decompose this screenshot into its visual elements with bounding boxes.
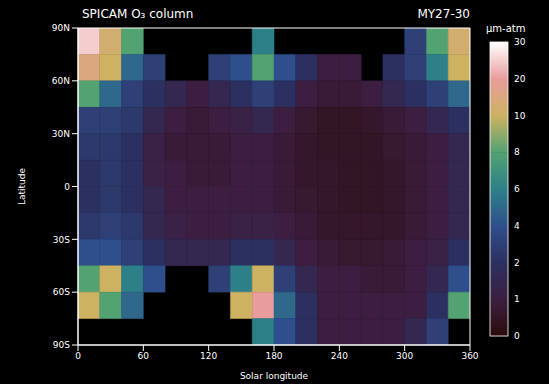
svg-text:Solar longitude: Solar longitude: [240, 371, 309, 381]
svg-text:120: 120: [200, 351, 217, 361]
svg-text:20: 20: [514, 74, 526, 84]
svg-text:60: 60: [138, 351, 150, 361]
svg-text:360: 360: [461, 351, 478, 361]
svg-text:60N: 60N: [52, 76, 70, 86]
svg-text:0: 0: [514, 331, 520, 341]
svg-text:300: 300: [396, 351, 413, 361]
svg-text:180: 180: [265, 351, 282, 361]
svg-text:90N: 90N: [52, 23, 70, 33]
svg-text:μm-atm: μm-atm: [486, 23, 526, 34]
svg-text:8: 8: [514, 147, 520, 157]
html-text:SPICAM O₃ column: SPICAM O₃ column: [82, 7, 194, 21]
svg-text:30: 30: [514, 37, 526, 47]
svg-text:30N: 30N: [52, 129, 70, 139]
svg-text:60S: 60S: [53, 287, 70, 297]
svg-text:90S: 90S: [53, 340, 70, 350]
svg-text:6: 6: [514, 184, 520, 194]
svg-text:2: 2: [514, 258, 520, 268]
svg-text:30S: 30S: [53, 235, 70, 245]
svg-text:0: 0: [64, 182, 70, 192]
svg-text:Latitude: Latitude: [17, 168, 27, 206]
svg-text:4: 4: [514, 221, 520, 231]
html-text:MY27-30: MY27-30: [417, 7, 470, 21]
svg-text:10: 10: [514, 111, 526, 121]
svg-text:0: 0: [75, 351, 81, 361]
svg-text:240: 240: [331, 351, 348, 361]
svg-text:1: 1: [514, 294, 520, 304]
